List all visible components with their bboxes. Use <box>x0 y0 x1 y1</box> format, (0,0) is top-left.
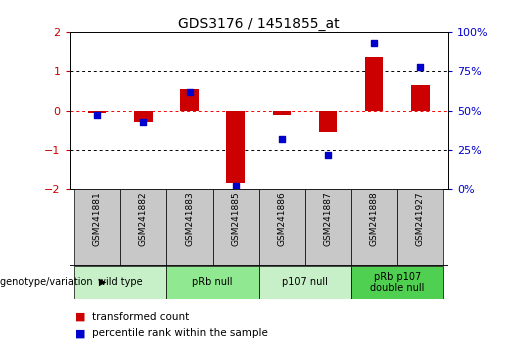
Text: p107 null: p107 null <box>282 277 328 287</box>
Point <box>185 89 194 95</box>
Point <box>139 119 147 125</box>
Text: GSM241927: GSM241927 <box>416 192 425 246</box>
Bar <box>272 110 291 115</box>
Bar <box>259 266 351 299</box>
Bar <box>88 110 107 113</box>
Text: GSM241888: GSM241888 <box>370 192 379 246</box>
Bar <box>397 189 443 266</box>
Bar <box>351 266 443 299</box>
Point <box>278 136 286 142</box>
Bar <box>166 189 213 266</box>
Point <box>93 113 101 118</box>
Point <box>232 183 240 189</box>
Text: GSM241882: GSM241882 <box>139 192 148 246</box>
Text: GSM241885: GSM241885 <box>231 192 240 246</box>
Bar <box>319 110 337 132</box>
Point <box>370 40 379 46</box>
Point <box>416 64 424 69</box>
Bar <box>121 189 166 266</box>
Text: wild type: wild type <box>98 277 143 287</box>
Text: percentile rank within the sample: percentile rank within the sample <box>92 329 268 338</box>
Text: GSM241886: GSM241886 <box>278 192 286 246</box>
Bar <box>365 57 384 110</box>
Bar <box>305 189 351 266</box>
Bar <box>180 89 199 110</box>
Bar <box>74 189 121 266</box>
Bar <box>351 189 397 266</box>
Text: pRb null: pRb null <box>193 277 233 287</box>
Point <box>324 152 332 158</box>
Text: GSM241881: GSM241881 <box>93 192 102 246</box>
Text: ■: ■ <box>75 312 85 322</box>
Bar <box>259 189 305 266</box>
Text: transformed count: transformed count <box>92 312 189 322</box>
Text: GSM241883: GSM241883 <box>185 192 194 246</box>
Title: GDS3176 / 1451855_at: GDS3176 / 1451855_at <box>178 17 339 31</box>
Bar <box>134 110 152 122</box>
Bar <box>411 85 430 110</box>
Text: ■: ■ <box>75 329 85 338</box>
Bar <box>166 266 259 299</box>
Text: genotype/variation  ▶: genotype/variation ▶ <box>0 277 107 287</box>
Bar <box>74 266 166 299</box>
Text: GSM241887: GSM241887 <box>323 192 333 246</box>
Text: pRb p107
double null: pRb p107 double null <box>370 272 424 293</box>
Bar <box>213 189 259 266</box>
Bar <box>227 110 245 183</box>
